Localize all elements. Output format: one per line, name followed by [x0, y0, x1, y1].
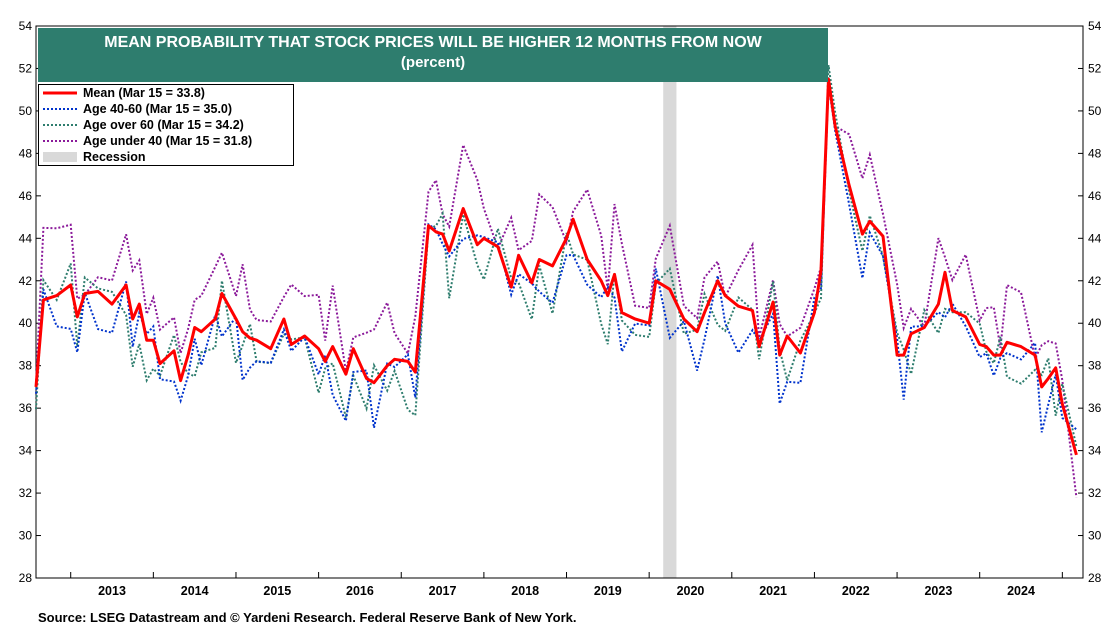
series-line-age-under-40: [35, 78, 1078, 498]
y-tick-label-right: 48: [1088, 146, 1102, 160]
y-tick-label-right: 54: [1088, 19, 1102, 33]
legend-swatch-recession: [43, 149, 77, 165]
y-tick-label-right: 36: [1088, 401, 1102, 415]
legend-swatch-age-over-60: [43, 117, 77, 133]
x-tick-label: 2019: [594, 584, 622, 598]
y-tick-label-right: 30: [1088, 529, 1102, 543]
y-tick-label-right: 28: [1088, 571, 1102, 585]
y-tick-label-left: 48: [19, 146, 33, 160]
legend-item-recession: Recession: [39, 149, 293, 165]
legend-swatch-age-40-60: [43, 101, 77, 117]
legend-label-mean: Mean (Mar 15 = 33.8): [83, 86, 205, 100]
legend-swatch-mean: [43, 85, 77, 101]
x-tick-label: 2022: [842, 584, 870, 598]
legend-item-age-over-60: Age over 60 (Mar 15 = 34.2): [39, 117, 293, 133]
y-tick-label-right: 34: [1088, 444, 1102, 458]
legend-item-mean: Mean (Mar 15 = 33.8): [39, 85, 293, 101]
y-tick-label-left: 54: [19, 19, 33, 33]
x-tick-label: 2014: [181, 584, 209, 598]
y-tick-label-right: 38: [1088, 359, 1102, 373]
legend-label-age-under-40: Age under 40 (Mar 15 = 31.8): [83, 134, 253, 148]
x-tick-label: 2016: [346, 584, 374, 598]
series-line-mean: [34, 77, 1078, 456]
y-tick-label-left: 50: [19, 104, 33, 118]
x-tick-label: 2013: [98, 584, 126, 598]
y-tick-label-left: 52: [19, 61, 33, 75]
x-tick-label: 2021: [759, 584, 787, 598]
y-tick-label-right: 32: [1088, 486, 1102, 500]
legend-item-age-40-60: Age 40-60 (Mar 15 = 35.0): [39, 101, 293, 117]
y-tick-label-right: 42: [1088, 274, 1102, 288]
legend-swatch-age-under-40: [43, 133, 77, 149]
x-tick-label: 2015: [263, 584, 291, 598]
legend-label-age-40-60: Age 40-60 (Mar 15 = 35.0): [83, 102, 233, 116]
y-tick-label-left: 46: [19, 189, 33, 203]
y-tick-label-left: 42: [19, 274, 33, 288]
series-line-age-40-60: [35, 83, 1078, 433]
source-note: Source: LSEG Datastream and © Yardeni Re…: [38, 610, 577, 625]
x-tick-label: 2023: [924, 584, 952, 598]
legend-label-recession: Recession: [83, 150, 146, 164]
y-tick-label-left: 34: [19, 444, 33, 458]
y-tick-label-left: 30: [19, 529, 33, 543]
series-line-age-over-60: [35, 65, 1078, 447]
y-tick-label-right: 40: [1088, 316, 1102, 330]
y-tick-label-left: 44: [19, 231, 33, 245]
y-tick-label-left: 28: [19, 571, 33, 585]
y-tick-label-left: 32: [19, 486, 33, 500]
x-tick-label: 2018: [511, 584, 539, 598]
chart-legend: Mean (Mar 15 = 33.8) Age 40-60 (Mar 15 =…: [38, 84, 294, 166]
chart-subtitle: (percent): [400, 54, 466, 71]
x-tick-label: 2017: [429, 584, 457, 598]
y-tick-label-right: 44: [1088, 231, 1102, 245]
recession-band: [663, 26, 677, 578]
legend-label-age-over-60: Age over 60 (Mar 15 = 34.2): [83, 118, 244, 132]
plot-frame: [35, 25, 1084, 579]
chart-title-banner: MEAN PROBABILITY THAT STOCK PRICES WILL …: [38, 28, 828, 82]
y-tick-label-right: 52: [1088, 61, 1102, 75]
y-tick-label-left: 40: [19, 316, 33, 330]
x-tick-label: 2024: [1007, 584, 1035, 598]
chart-title: MEAN PROBABILITY THAT STOCK PRICES WILL …: [104, 34, 762, 51]
y-tick-label-right: 46: [1088, 189, 1102, 203]
legend-item-age-under-40: Age under 40 (Mar 15 = 31.8): [39, 133, 293, 149]
x-tick-label: 2020: [677, 584, 705, 598]
y-tick-label-right: 50: [1088, 104, 1102, 118]
y-tick-label-left: 38: [19, 359, 33, 373]
y-tick-label-left: 36: [19, 401, 33, 415]
